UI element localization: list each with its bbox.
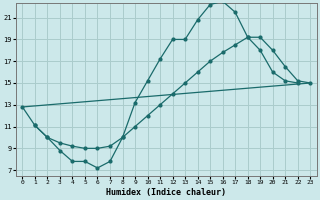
X-axis label: Humidex (Indice chaleur): Humidex (Indice chaleur) <box>106 188 226 197</box>
